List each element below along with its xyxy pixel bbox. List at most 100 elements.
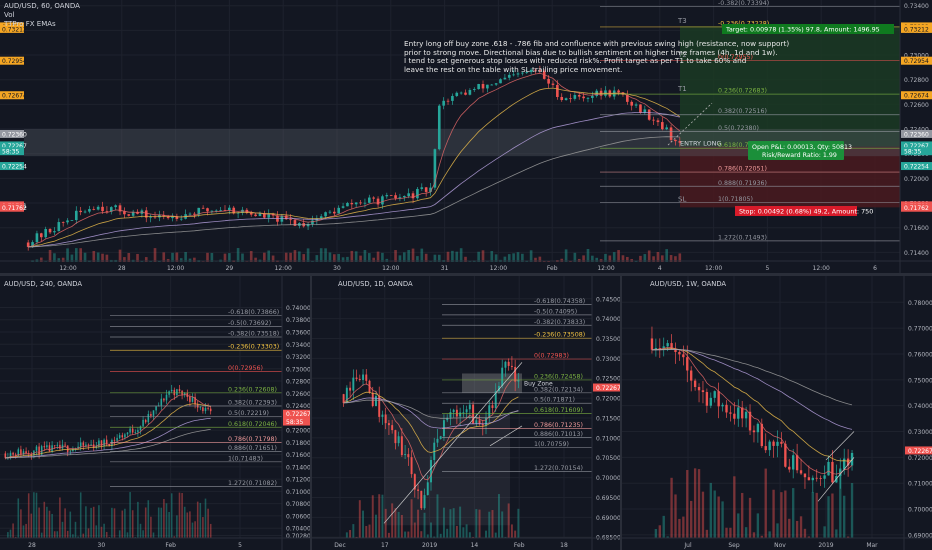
- weekly-chart-panel[interactable]: AUD/USD, 1W, OANDA 0.78000 0.77000 0.76000 0…: [622, 276, 932, 550]
- volume-bar: [358, 500, 361, 538]
- time-tick-label: Sep: [728, 542, 740, 549]
- candle-body: [214, 210, 218, 212]
- ema-line: [343, 391, 519, 453]
- volume-bar: [674, 256, 677, 262]
- candle-body: [464, 92, 467, 95]
- volume-bar: [328, 252, 332, 262]
- volume-bar: [503, 256, 507, 262]
- volume-bar: [90, 507, 92, 538]
- fib-level-label: 1(0.71805): [718, 196, 753, 203]
- price-marker: [0, 24, 24, 33]
- candle-body: [452, 409, 455, 413]
- candle-body: [202, 407, 204, 412]
- volume-bar: [100, 526, 103, 538]
- volume-bar: [697, 469, 701, 538]
- 4h-chart[interactable]: AUD/USD, 240, OANDA -0.618(0.73866) -0.5(0…: [0, 276, 310, 550]
- candle-body: [166, 216, 170, 219]
- candle-body: [4, 453, 7, 458]
- trade-note-line: I tend to set generous stop losses with …: [404, 56, 747, 66]
- volume-bar: [223, 253, 227, 262]
- candle-body: [437, 105, 441, 150]
- candle-body: [514, 366, 517, 382]
- candle-body: [56, 444, 59, 446]
- hourly-chart-panel[interactable]: -0.5(0.73529)-0.382(0.73394)-0.236(0.732…: [0, 0, 932, 273]
- candle-body: [451, 95, 454, 101]
- candle-body: [446, 417, 449, 421]
- channel-line: [383, 362, 523, 524]
- candle-body: [142, 419, 144, 427]
- price-tick-label: 0.70500: [596, 455, 620, 462]
- candle-body: [486, 84, 489, 89]
- volume-bar: [103, 523, 105, 538]
- volume-bar: [831, 493, 834, 538]
- candle-body: [236, 212, 240, 214]
- trade-note: Entry long off buy zone .618 - .786 fib …: [404, 39, 789, 74]
- volume-bar: [196, 501, 199, 538]
- candle-body: [652, 119, 655, 121]
- candle-body: [678, 141, 682, 143]
- volume-bar: [413, 522, 416, 538]
- candle-body: [79, 442, 82, 447]
- volume-bar: [733, 476, 736, 538]
- fib-level-label: 0.618(0.71609): [534, 407, 583, 414]
- ema-indicator-label[interactable]: TTPro FX EMAs: [4, 20, 56, 28]
- volume-bar: [375, 514, 377, 538]
- volume-bar: [163, 498, 165, 538]
- volume-bar: [92, 506, 95, 538]
- volume-bar: [547, 261, 550, 262]
- price-tick-label: 0.73400: [904, 3, 929, 10]
- candle-body: [188, 213, 192, 215]
- candle-body: [175, 216, 179, 219]
- volume-bar: [72, 534, 74, 538]
- candle-body: [25, 451, 27, 454]
- time-tick-label: 6: [873, 265, 877, 272]
- price-marker-label: 58:35: [904, 149, 921, 156]
- candle-body: [617, 90, 620, 93]
- candle-body: [254, 214, 257, 217]
- price-marker: [283, 409, 310, 418]
- candle-body: [134, 432, 137, 434]
- candle-body: [516, 73, 520, 75]
- chart-title: AUD/USD, 1D, OANDA: [338, 280, 413, 288]
- volume-bar: [459, 248, 463, 262]
- daily-chart-panel[interactable]: AUD/USD, 1D, OANDA Buy Zone -0.618(0.74358…: [312, 276, 620, 550]
- candle-body: [776, 441, 779, 446]
- candle-body: [160, 398, 163, 406]
- volume-bar: [170, 493, 173, 538]
- candle-body: [57, 222, 61, 232]
- fib-level-label: 0.236(0.72683): [718, 88, 767, 95]
- price-marker: [901, 56, 932, 65]
- price-marker: [0, 141, 24, 150]
- price-tick-label: 0.69500: [596, 495, 620, 502]
- price-marker: [905, 446, 932, 455]
- candle-body: [507, 361, 510, 366]
- volume-bar: [59, 497, 61, 538]
- volume-bar: [139, 523, 142, 538]
- candle-body: [717, 391, 720, 407]
- candle-body: [490, 84, 494, 86]
- volume-bar: [430, 522, 432, 538]
- candle-body: [481, 424, 484, 426]
- candle-body: [630, 101, 634, 106]
- weekly-chart[interactable]: AUD/USD, 1W, OANDA 0.78000 0.77000 0.76000 0…: [622, 276, 932, 550]
- fib-level-label: 0.618(0.72046): [228, 421, 277, 428]
- volume-bar: [124, 508, 126, 538]
- volume-indicator-label[interactable]: Vol: [4, 11, 15, 19]
- hourly-chart[interactable]: -0.5(0.73529)-0.382(0.73394)-0.236(0.732…: [0, 0, 932, 273]
- price-marker-label: 0.72267: [2, 143, 27, 150]
- candle-body: [433, 149, 437, 188]
- daily-chart[interactable]: AUD/USD, 1D, OANDA Buy Zone -0.618(0.74358…: [312, 276, 620, 550]
- time-tick-label: Nov: [774, 542, 786, 549]
- candle-body: [391, 425, 394, 431]
- volume-bar: [14, 536, 17, 538]
- candle-body: [764, 446, 767, 451]
- volume-bar: [53, 531, 56, 538]
- 4h-chart-panel[interactable]: AUD/USD, 240, OANDA -0.618(0.73866) -0.5(0…: [0, 276, 310, 550]
- time-tick-label: 12:00: [597, 265, 614, 272]
- volume-bar: [514, 530, 517, 538]
- fib-level-label: 0.888(0.71936): [718, 180, 767, 187]
- time-tick-label: 12:00: [490, 265, 507, 272]
- candle-body: [147, 414, 150, 423]
- candle-body: [194, 397, 196, 405]
- candle-body: [733, 413, 736, 419]
